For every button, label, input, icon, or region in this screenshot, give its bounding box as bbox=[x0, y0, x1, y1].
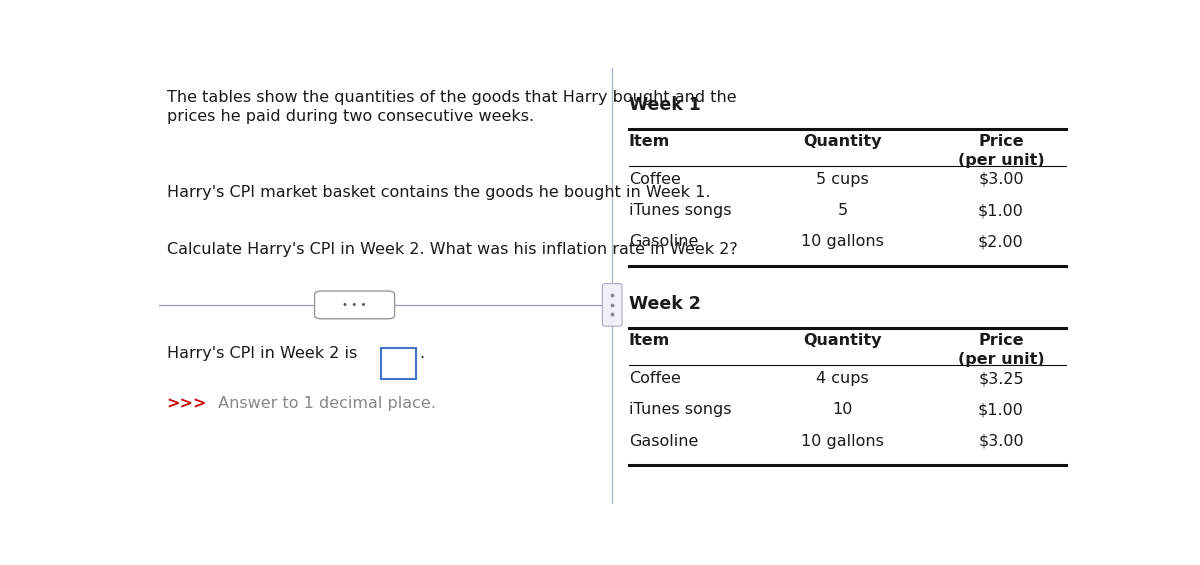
Text: Harry's CPI market basket contains the goods he bought in Week 1.: Harry's CPI market basket contains the g… bbox=[167, 185, 710, 200]
Text: The tables show the quantities of the goods that Harry bought and the
prices he : The tables show the quantities of the go… bbox=[167, 89, 737, 124]
Text: $3.25: $3.25 bbox=[978, 371, 1024, 386]
Text: iTunes songs: iTunes songs bbox=[629, 203, 732, 218]
Text: Answer to 1 decimal place.: Answer to 1 decimal place. bbox=[214, 396, 436, 411]
Text: $3.00: $3.00 bbox=[978, 172, 1024, 187]
Text: Gasoline: Gasoline bbox=[629, 434, 698, 449]
Text: 10: 10 bbox=[833, 402, 853, 418]
Text: Week 1: Week 1 bbox=[629, 96, 701, 114]
Text: $1.00: $1.00 bbox=[978, 402, 1024, 418]
Text: Coffee: Coffee bbox=[629, 172, 680, 187]
Text: $1.00: $1.00 bbox=[978, 203, 1024, 218]
Text: 5 cups: 5 cups bbox=[816, 172, 869, 187]
Text: Coffee: Coffee bbox=[629, 371, 680, 386]
Text: Price
(per unit): Price (per unit) bbox=[958, 333, 1044, 367]
Text: Week 2: Week 2 bbox=[629, 295, 701, 314]
Text: 4 cups: 4 cups bbox=[816, 371, 869, 386]
FancyBboxPatch shape bbox=[380, 348, 416, 379]
Text: 10 gallons: 10 gallons bbox=[802, 434, 884, 449]
Text: Quantity: Quantity bbox=[804, 134, 882, 149]
Text: >>>: >>> bbox=[167, 396, 208, 411]
Text: Gasoline: Gasoline bbox=[629, 234, 698, 249]
Text: Item: Item bbox=[629, 333, 671, 348]
Text: Price
(per unit): Price (per unit) bbox=[958, 134, 1044, 168]
FancyBboxPatch shape bbox=[314, 291, 395, 319]
FancyBboxPatch shape bbox=[602, 284, 622, 326]
Text: 5: 5 bbox=[838, 203, 848, 218]
Text: iTunes songs: iTunes songs bbox=[629, 402, 732, 418]
Text: .: . bbox=[420, 346, 425, 361]
Text: Calculate Harry's CPI in Week 2. What was his inflation rate in Week 2?: Calculate Harry's CPI in Week 2. What wa… bbox=[167, 242, 738, 257]
Text: Harry's CPI in Week 2 is: Harry's CPI in Week 2 is bbox=[167, 346, 362, 361]
Text: 10 gallons: 10 gallons bbox=[802, 234, 884, 249]
Text: Item: Item bbox=[629, 134, 671, 149]
Text: • • •: • • • bbox=[342, 300, 367, 310]
Text: $2.00: $2.00 bbox=[978, 234, 1024, 249]
Text: Quantity: Quantity bbox=[804, 333, 882, 348]
Text: $3.00: $3.00 bbox=[978, 434, 1024, 449]
